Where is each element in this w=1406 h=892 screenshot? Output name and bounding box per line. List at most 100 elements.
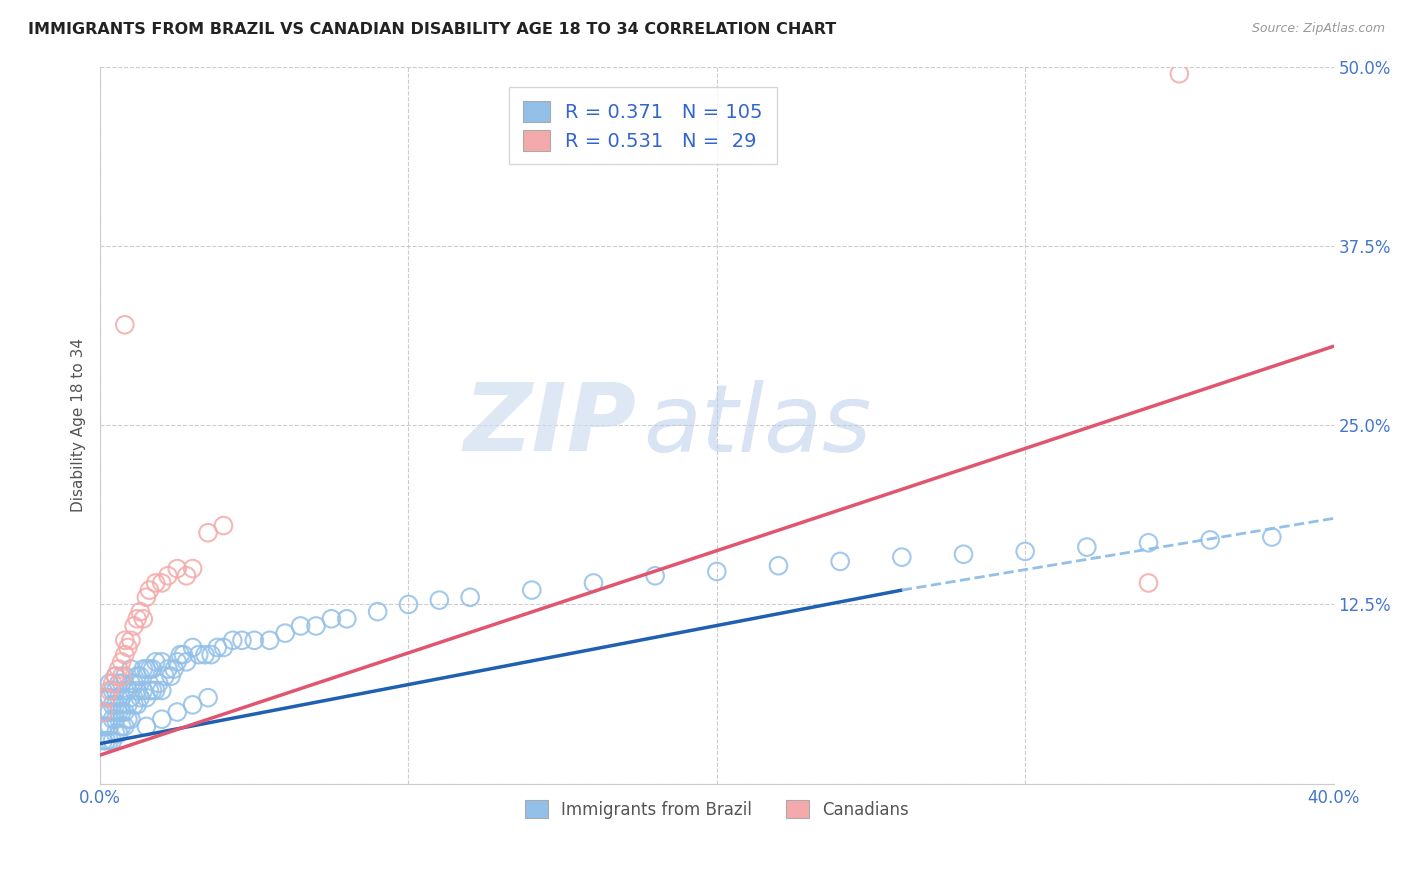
Point bbox=[1014, 544, 1036, 558]
Point bbox=[98, 683, 121, 698]
Point bbox=[274, 626, 297, 640]
Point bbox=[141, 662, 163, 676]
Point bbox=[129, 669, 152, 683]
Point bbox=[120, 676, 142, 690]
Point bbox=[212, 640, 235, 655]
Point bbox=[166, 561, 188, 575]
Point bbox=[176, 568, 198, 582]
Point bbox=[132, 662, 155, 676]
Point bbox=[114, 648, 136, 662]
Point bbox=[231, 633, 253, 648]
Point bbox=[148, 676, 170, 690]
Point bbox=[163, 662, 186, 676]
Point bbox=[194, 648, 217, 662]
Point bbox=[132, 612, 155, 626]
Point bbox=[830, 554, 852, 568]
Point bbox=[200, 648, 222, 662]
Point bbox=[398, 598, 420, 612]
Text: Source: ZipAtlas.com: Source: ZipAtlas.com bbox=[1251, 22, 1385, 36]
Point bbox=[768, 558, 790, 573]
Point bbox=[458, 591, 481, 605]
Point bbox=[145, 683, 167, 698]
Point bbox=[135, 662, 157, 676]
Point bbox=[104, 669, 127, 683]
Point bbox=[181, 698, 204, 712]
Point bbox=[1137, 576, 1160, 591]
Point bbox=[145, 655, 167, 669]
Point bbox=[150, 655, 173, 669]
Point bbox=[207, 640, 229, 655]
Text: IMMIGRANTS FROM BRAZIL VS CANADIAN DISABILITY AGE 18 TO 34 CORRELATION CHART: IMMIGRANTS FROM BRAZIL VS CANADIAN DISAB… bbox=[28, 22, 837, 37]
Point bbox=[153, 669, 176, 683]
Point bbox=[644, 568, 666, 582]
Point bbox=[187, 648, 209, 662]
Point bbox=[520, 583, 543, 598]
Point bbox=[290, 619, 312, 633]
Point bbox=[114, 705, 136, 719]
Point bbox=[104, 698, 127, 712]
Point bbox=[98, 690, 121, 705]
Point bbox=[101, 698, 124, 712]
Point bbox=[117, 698, 139, 712]
Point bbox=[122, 676, 145, 690]
Point bbox=[117, 712, 139, 726]
Point bbox=[111, 676, 134, 690]
Point bbox=[160, 669, 183, 683]
Point bbox=[120, 633, 142, 648]
Point bbox=[427, 593, 450, 607]
Point bbox=[101, 683, 124, 698]
Point bbox=[166, 655, 188, 669]
Point bbox=[132, 683, 155, 698]
Point bbox=[114, 318, 136, 332]
Point bbox=[107, 726, 129, 740]
Point bbox=[91, 733, 114, 747]
Point bbox=[98, 733, 121, 747]
Point bbox=[1168, 67, 1191, 81]
Point bbox=[582, 576, 605, 591]
Point bbox=[127, 612, 149, 626]
Point bbox=[1261, 530, 1284, 544]
Point bbox=[172, 648, 194, 662]
Point bbox=[150, 712, 173, 726]
Point bbox=[305, 619, 328, 633]
Point bbox=[114, 683, 136, 698]
Point bbox=[150, 683, 173, 698]
Point bbox=[120, 712, 142, 726]
Point bbox=[259, 633, 281, 648]
Point bbox=[1199, 533, 1222, 547]
Point bbox=[135, 719, 157, 733]
Point bbox=[127, 669, 149, 683]
Point bbox=[96, 733, 118, 747]
Point bbox=[91, 719, 114, 733]
Point bbox=[107, 676, 129, 690]
Point bbox=[96, 690, 118, 705]
Point bbox=[101, 712, 124, 726]
Point bbox=[98, 676, 121, 690]
Point bbox=[952, 547, 974, 561]
Point bbox=[101, 733, 124, 747]
Point bbox=[890, 550, 912, 565]
Point bbox=[107, 662, 129, 676]
Point bbox=[129, 690, 152, 705]
Text: atlas: atlas bbox=[643, 380, 872, 471]
Point bbox=[222, 633, 245, 648]
Point bbox=[150, 576, 173, 591]
Point bbox=[145, 576, 167, 591]
Point bbox=[706, 565, 728, 579]
Point bbox=[104, 712, 127, 726]
Point bbox=[243, 633, 266, 648]
Point bbox=[129, 605, 152, 619]
Point bbox=[107, 705, 129, 719]
Point bbox=[138, 683, 160, 698]
Point bbox=[176, 655, 198, 669]
Point bbox=[91, 705, 114, 719]
Point bbox=[367, 605, 389, 619]
Point bbox=[181, 640, 204, 655]
Point bbox=[197, 525, 219, 540]
Point bbox=[114, 719, 136, 733]
Point bbox=[138, 583, 160, 598]
Point bbox=[104, 683, 127, 698]
Point bbox=[111, 705, 134, 719]
Y-axis label: Disability Age 18 to 34: Disability Age 18 to 34 bbox=[72, 338, 86, 512]
Point bbox=[127, 698, 149, 712]
